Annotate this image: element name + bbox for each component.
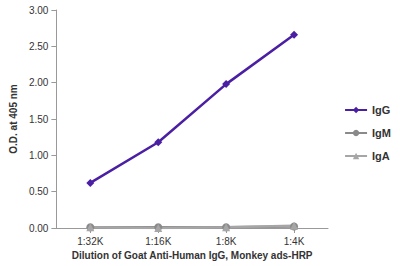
svg-text:1:4K: 1:4K xyxy=(284,236,305,247)
svg-text:2.00: 2.00 xyxy=(29,77,49,88)
svg-text:3.00: 3.00 xyxy=(29,5,49,16)
svg-text:IgM: IgM xyxy=(372,127,391,139)
svg-text:0.00: 0.00 xyxy=(29,223,49,234)
svg-text:1:16K: 1:16K xyxy=(145,236,171,247)
svg-text:1:8K: 1:8K xyxy=(216,236,237,247)
svg-text:1.50: 1.50 xyxy=(29,114,49,125)
svg-text:IgG: IgG xyxy=(372,104,390,116)
svg-text:2.50: 2.50 xyxy=(29,41,49,52)
svg-text:IgA: IgA xyxy=(372,150,390,162)
svg-text:1:32K: 1:32K xyxy=(77,236,103,247)
svg-text:1.00: 1.00 xyxy=(29,150,49,161)
svg-text:0.50: 0.50 xyxy=(29,186,49,197)
svg-text:O.D. at 405 nm: O.D. at 405 nm xyxy=(8,84,19,154)
svg-text:Dilution of Goat Anti-Human Ig: Dilution of Goat Anti-Human IgG, Monkey … xyxy=(72,250,313,261)
